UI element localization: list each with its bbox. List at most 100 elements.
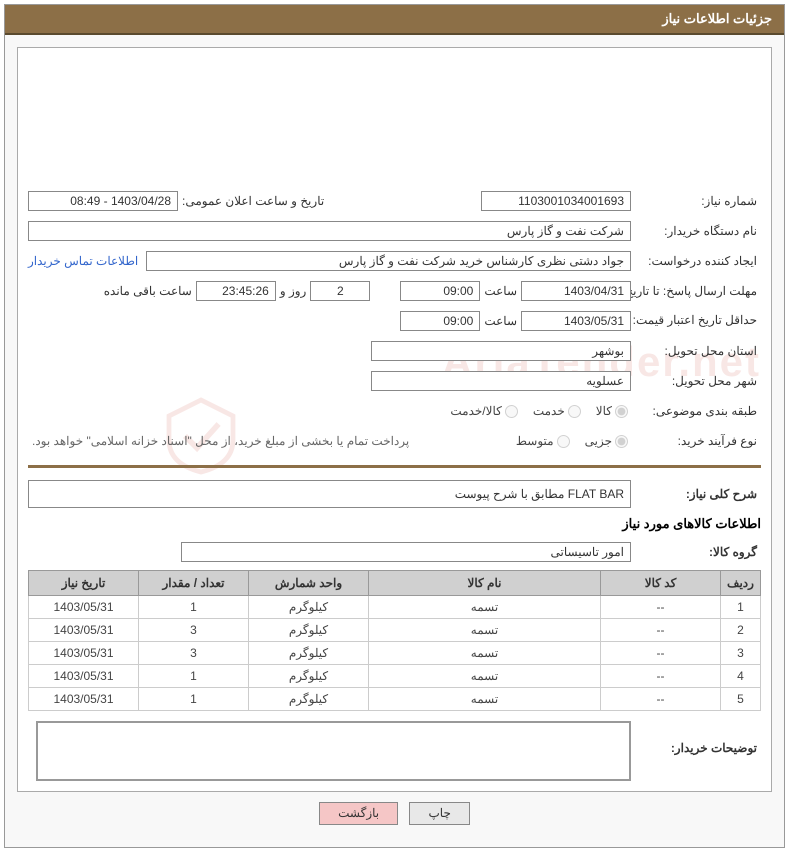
topic-goods-service-label: کالا/خدمت	[450, 404, 501, 418]
time-label-2: ساعت	[480, 311, 521, 331]
row-buyer-org: نام دستگاه خریدار: شرکت نفت و گاز پارس	[28, 219, 761, 243]
table-cell: تسمه	[369, 619, 601, 642]
remaining-label: ساعت باقی مانده	[100, 281, 196, 301]
days-label: روز و	[276, 281, 311, 301]
table-cell: 5	[721, 688, 761, 711]
announce-value: 1403/04/28 - 08:49	[28, 191, 178, 211]
process-medium-label: متوسط	[516, 434, 554, 448]
process-partial-label: جزیی	[585, 434, 612, 448]
button-row: چاپ بازگشت	[17, 792, 772, 835]
topic-goods-service-radio[interactable]	[505, 405, 518, 418]
time-label-1: ساعت	[480, 281, 521, 301]
table-cell: --	[601, 619, 721, 642]
table-col-2: نام کالا	[369, 571, 601, 596]
table-header-row: ردیفکد کالانام کالاواحد شمارشتعداد / مقد…	[29, 571, 761, 596]
row-validity: حداقل تاریخ اعتبار قیمت: تا تاریخ: 1403/…	[28, 309, 761, 333]
table-cell: 1403/05/31	[29, 642, 139, 665]
topic-goods-label: کالا	[596, 404, 612, 418]
form-box: AriaTender.net شماره نیاز: 1103001034001…	[17, 47, 772, 792]
table-cell: 3	[721, 642, 761, 665]
topic-label: طبقه بندی موضوعی:	[631, 401, 761, 421]
province-label: استان محل تحویل:	[631, 341, 761, 361]
table-cell: --	[601, 596, 721, 619]
table-col-3: واحد شمارش	[249, 571, 369, 596]
table-cell: 1403/05/31	[29, 688, 139, 711]
topic-service-radio[interactable]	[568, 405, 581, 418]
desc-label: شرح کلی نیاز:	[631, 484, 761, 504]
buyer-notes-label: توضیحات خریدار:	[631, 721, 761, 758]
response-deadline-label: مهلت ارسال پاسخ: تا تاریخ:	[631, 281, 761, 301]
table-row: 5--تسمهکیلوگرم11403/05/31	[29, 688, 761, 711]
row-response-deadline: مهلت ارسال پاسخ: تا تاریخ: 1403/04/31 سا…	[28, 279, 761, 303]
table-cell: 1	[721, 596, 761, 619]
response-time: 09:00	[400, 281, 480, 301]
province-value: بوشهر	[371, 341, 631, 361]
group-label: گروه کالا:	[631, 542, 761, 562]
page-title-bar: جزئیات اطلاعات نیاز	[5, 5, 784, 35]
table-cell: 1403/05/31	[29, 619, 139, 642]
announce-label: تاریخ و ساعت اعلان عمومی:	[178, 191, 328, 211]
table-cell: تسمه	[369, 688, 601, 711]
content-area: AriaTender.net شماره نیاز: 1103001034001…	[5, 35, 784, 847]
row-group: گروه کالا: امور تاسیساتی	[28, 540, 761, 564]
table-col-5: تاریخ نیاز	[29, 571, 139, 596]
process-partial-radio[interactable]	[615, 435, 628, 448]
topic-service-label: خدمت	[533, 404, 565, 418]
page-title: جزئیات اطلاعات نیاز	[662, 11, 772, 26]
row-city: شهر محل تحویل: عسلویه	[28, 369, 761, 393]
table-row: 2--تسمهکیلوگرم31403/05/31	[29, 619, 761, 642]
response-date: 1403/04/31	[521, 281, 631, 301]
city-value: عسلویه	[371, 371, 631, 391]
table-cell: تسمه	[369, 665, 601, 688]
buyer-org-label: نام دستگاه خریدار:	[631, 221, 761, 241]
topic-goods-radio[interactable]	[615, 405, 628, 418]
table-cell: 1403/05/31	[29, 596, 139, 619]
table-cell: تسمه	[369, 596, 601, 619]
validity-date: 1403/05/31	[521, 311, 631, 331]
city-label: شهر محل تحویل:	[631, 371, 761, 391]
table-cell: 4	[721, 665, 761, 688]
requester-value: جواد دشتی نظری کارشناس خرید شرکت نفت و گ…	[146, 251, 631, 271]
table-cell: کیلوگرم	[249, 596, 369, 619]
table-cell: 3	[139, 642, 249, 665]
table-cell: کیلوگرم	[249, 688, 369, 711]
table-body: 1--تسمهکیلوگرم11403/05/312--تسمهکیلوگرم3…	[29, 596, 761, 711]
table-col-4: تعداد / مقدار	[139, 571, 249, 596]
validity-time: 09:00	[400, 311, 480, 331]
process-medium-radio[interactable]	[557, 435, 570, 448]
row-description: شرح کلی نیاز: FLAT BAR مطابق با شرح پیوس…	[28, 480, 761, 508]
section-divider	[28, 465, 761, 468]
table-col-0: ردیف	[721, 571, 761, 596]
buyer-notes-box	[36, 721, 631, 781]
row-need-number: شماره نیاز: 1103001034001693 تاریخ و ساع…	[28, 189, 761, 213]
table-row: 3--تسمهکیلوگرم31403/05/31	[29, 642, 761, 665]
main-container: جزئیات اطلاعات نیاز AriaTender.net شماره…	[4, 4, 785, 848]
table-cell: 3	[139, 619, 249, 642]
table-cell: --	[601, 688, 721, 711]
back-button[interactable]: بازگشت	[319, 802, 398, 825]
days-value: 2	[310, 281, 370, 301]
countdown: 23:45:26	[196, 281, 276, 301]
row-topic: طبقه بندی موضوعی: کالا خدمت کالا/خدمت	[28, 399, 761, 423]
buyer-contact-link[interactable]: اطلاعات تماس خریدار	[28, 254, 138, 268]
need-number-label: شماره نیاز:	[631, 191, 761, 211]
print-button[interactable]: چاپ	[409, 802, 469, 825]
table-cell: --	[601, 642, 721, 665]
process-label: نوع فرآیند خرید:	[631, 431, 761, 451]
group-value: امور تاسیساتی	[181, 542, 631, 562]
table-col-1: کد کالا	[601, 571, 721, 596]
requester-label: ایجاد کننده درخواست:	[631, 251, 761, 271]
table-cell: کیلوگرم	[249, 619, 369, 642]
payment-note: پرداخت تمام یا بخشی از مبلغ خرید، از محل…	[28, 431, 413, 451]
row-requester: ایجاد کننده درخواست: جواد دشتی نظری کارش…	[28, 249, 761, 273]
table-row: 1--تسمهکیلوگرم11403/05/31	[29, 596, 761, 619]
table-cell: 1	[139, 665, 249, 688]
table-cell: کیلوگرم	[249, 665, 369, 688]
validity-label: حداقل تاریخ اعتبار قیمت: تا تاریخ:	[631, 310, 761, 332]
desc-value: FLAT BAR مطابق با شرح پیوست	[28, 480, 631, 508]
table-cell: --	[601, 665, 721, 688]
table-row: 4--تسمهکیلوگرم11403/05/31	[29, 665, 761, 688]
row-buyer-notes: توضیحات خریدار:	[28, 721, 761, 781]
table-cell: تسمه	[369, 642, 601, 665]
table-cell: 2	[721, 619, 761, 642]
